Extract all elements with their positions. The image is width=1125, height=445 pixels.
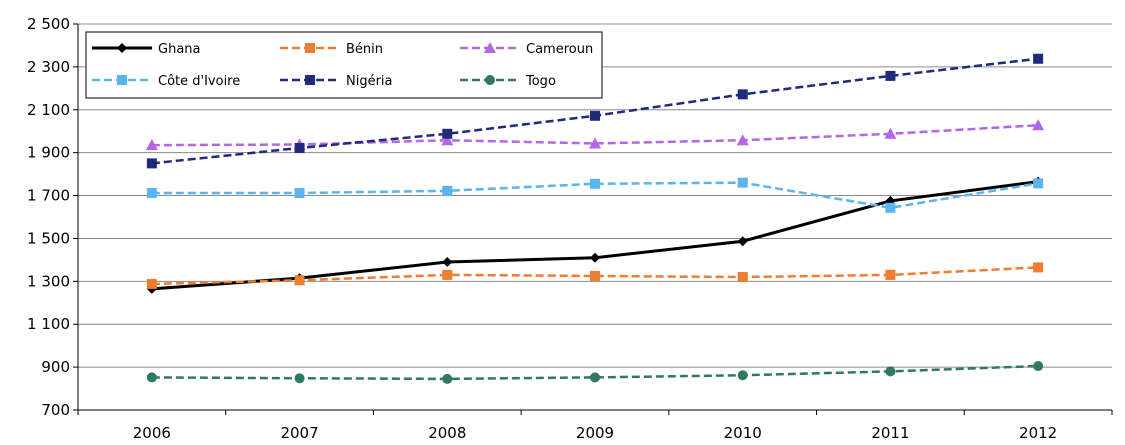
legend-marker-togo: [485, 75, 495, 85]
legend-label-ghana: Ghana: [158, 42, 201, 57]
y-tick-label: 2 100: [27, 101, 70, 119]
data-point-cote-d-ivoire: [146, 187, 157, 198]
data-point-cameroun: [441, 134, 454, 146]
data-point-togo: [1033, 361, 1044, 372]
data-point-togo: [442, 373, 453, 384]
data-point-benin: [590, 270, 600, 281]
legend-marker-ghana: [117, 43, 127, 53]
legend-label-benin: Bénin: [346, 42, 383, 57]
data-point-nigeria: [590, 110, 600, 121]
x-tick-label: 2012: [1019, 424, 1057, 441]
data-point-nigeria: [737, 89, 748, 100]
data-point-benin: [737, 272, 748, 283]
data-point-cameroun: [1032, 119, 1045, 131]
legend-marker-cameroun: [484, 42, 496, 53]
y-tick-label: 700: [41, 401, 70, 419]
legend-marker-cote-d-ivoire: [117, 75, 127, 85]
data-point-togo: [590, 372, 600, 383]
data-point-cote-d-ivoire: [294, 187, 305, 198]
data-point-cote-d-ivoire: [442, 185, 453, 196]
y-tick-label: 2 500: [27, 15, 70, 33]
data-point-cote-d-ivoire: [737, 177, 748, 188]
data-point-nigeria: [146, 158, 157, 169]
y-tick-label: 1 100: [27, 315, 70, 333]
x-tick-label: 2010: [724, 424, 762, 441]
data-point-togo: [294, 373, 305, 384]
y-tick-label: 1 500: [27, 229, 70, 247]
legend: [85, 31, 603, 99]
y-tick-label: 1 700: [27, 187, 70, 205]
data-point-cameroun: [736, 134, 749, 146]
x-tick-label: 2011: [871, 424, 909, 441]
y-tick-label: 900: [41, 358, 70, 376]
data-point-nigeria: [294, 142, 305, 153]
legend-label-cameroun: Cameroun: [526, 42, 593, 57]
data-point-ghana: [442, 257, 453, 268]
data-point-togo: [146, 372, 157, 383]
y-tick-label: 1 900: [27, 144, 70, 162]
data-point-ghana: [590, 252, 600, 263]
data-point-benin: [146, 278, 157, 289]
x-tick-label: 2009: [576, 424, 614, 441]
data-point-togo: [737, 370, 748, 381]
legend-marker-benin: [305, 43, 315, 53]
data-point-togo: [885, 366, 896, 377]
data-point-nigeria: [885, 70, 896, 81]
data-point-nigeria: [1033, 53, 1044, 64]
legend-label-togo: Togo: [525, 74, 556, 89]
data-point-benin: [294, 275, 305, 286]
y-tick-label: 2 300: [27, 58, 70, 76]
data-point-benin: [442, 269, 453, 280]
data-point-cote-d-ivoire: [590, 178, 600, 189]
data-point-cameroun: [884, 127, 897, 139]
data-point-benin: [1033, 262, 1044, 273]
data-point-cameroun: [145, 139, 158, 151]
x-tick-label: 2007: [280, 424, 318, 441]
data-point-ghana: [737, 236, 748, 247]
data-point-cote-d-ivoire: [1033, 178, 1044, 189]
legend-marker-nigeria: [305, 75, 315, 85]
legend-label-nigeria: Nigéria: [346, 74, 393, 89]
x-tick-label: 2008: [428, 424, 466, 441]
y-tick-label: 1 300: [27, 272, 70, 290]
data-point-cote-d-ivoire: [885, 202, 896, 213]
data-point-benin: [885, 269, 896, 280]
x-tick-label: 2006: [133, 424, 171, 441]
data-point-nigeria: [442, 128, 453, 139]
legend-label-cote-d-ivoire: Côte d'Ivoire: [158, 74, 240, 89]
data-point-cameroun: [589, 137, 601, 149]
